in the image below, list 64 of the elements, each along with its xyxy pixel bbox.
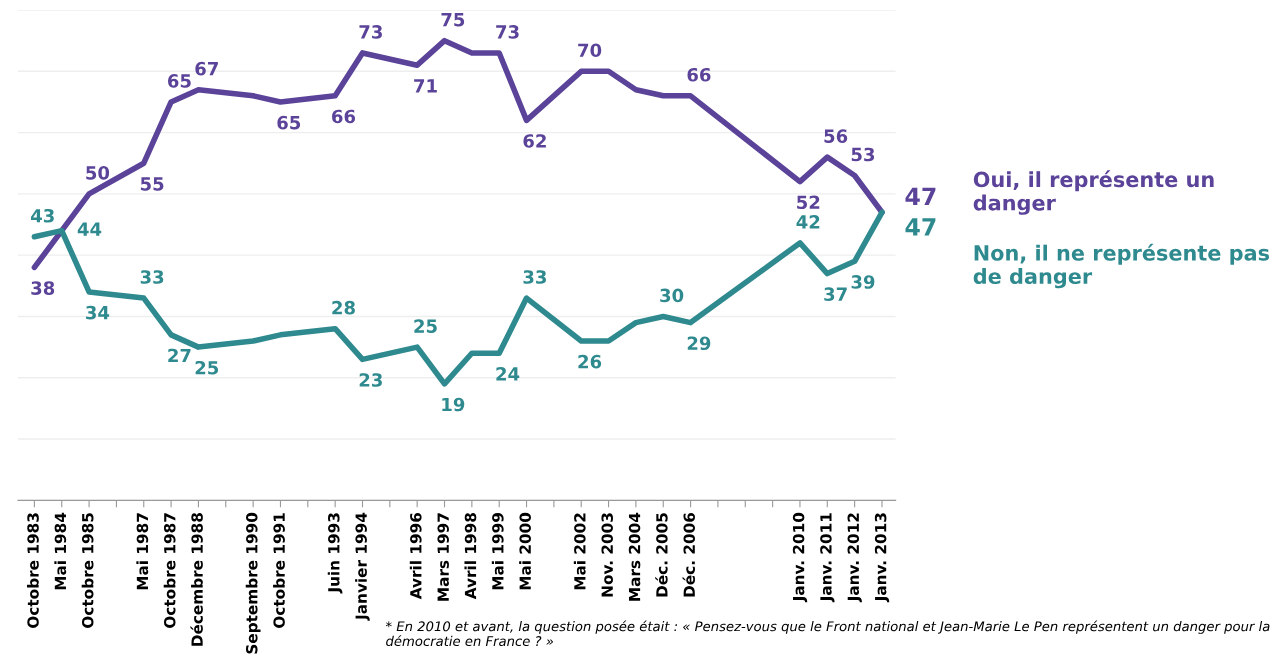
data-label: 33	[140, 270, 164, 284]
x-tick-label: Janv. 2013	[874, 513, 890, 603]
data-label: 67	[195, 61, 218, 76]
data-label: 56	[824, 129, 848, 143]
x-tick-label: Octobre 1991	[273, 513, 285, 628]
x-tick-label: Mars 2004	[628, 512, 641, 601]
data-label: 52	[797, 195, 820, 210]
data-label: 37	[824, 287, 847, 302]
data-label: 28	[332, 300, 355, 315]
data-label: 47	[905, 218, 936, 236]
data-label: 19	[442, 397, 465, 412]
data-label: 38	[31, 281, 55, 295]
text: * En 2010 et avant, la question posée était : « Pensez-vous que le Front national et Jean-Marie Le Pen représentent un danger pour la démocratie en France ? »	[385, 620, 1270, 647]
data-label: 71	[414, 79, 437, 93]
data-label: 27	[168, 348, 191, 363]
data-label: 30	[660, 288, 684, 303]
data-label: 34	[86, 305, 110, 320]
x-tick-label: Mars 1997	[437, 513, 449, 601]
x-tick-label: Janvier 1994	[355, 512, 370, 621]
x-tick-label: Mai 1999	[491, 513, 504, 590]
x-tick-label: Avril 1998	[464, 513, 477, 600]
data-label: 66	[332, 109, 356, 124]
data-label: 73	[359, 25, 382, 39]
data-label: 24	[496, 367, 520, 381]
data-label: 65	[277, 115, 301, 130]
data-label: 65	[167, 74, 191, 88]
x-tick-label: Mai 2002	[573, 513, 586, 590]
data-label: 44	[77, 222, 102, 236]
data-label: 25	[414, 319, 437, 333]
data-label: 62	[523, 134, 546, 148]
data-label: 42	[796, 215, 820, 229]
data-label: 33	[523, 270, 546, 284]
data-label: 53	[851, 147, 875, 162]
x-tick-label: Octobre 1985	[81, 513, 94, 628]
data-label: 47	[905, 187, 936, 205]
x-tick-label: Janv. 2010	[792, 512, 808, 603]
data-label: 50	[86, 166, 110, 180]
data-label: 75	[441, 13, 465, 27]
x-tick-label: Déc. 2005	[655, 513, 668, 597]
x-tick-label: Octobre 1987	[163, 513, 176, 628]
x-tick-label: Mai 1984	[54, 512, 67, 590]
data-label: 23	[359, 373, 382, 387]
x-tick-label: Décembre 1988	[190, 513, 203, 646]
text: Oui, il représente un danger	[973, 170, 1214, 215]
x-tick-label: Avril 1996	[409, 512, 422, 600]
data-label: 43	[30, 208, 54, 223]
x-tick-label: Déc. 2006	[682, 512, 696, 597]
data-label: 73	[496, 25, 519, 39]
data-label: 26	[578, 354, 602, 369]
data-label: 66	[687, 67, 711, 82]
data-label: 25	[195, 360, 219, 375]
x-tick-label: Octobre 1983	[27, 513, 39, 628]
text: Non, il ne représente pas de danger	[973, 243, 1270, 289]
x-tick-label: Janv. 2011	[820, 513, 835, 603]
data-label: 70	[578, 43, 602, 58]
x-tick-label: Nov. 2003	[601, 513, 613, 597]
x-tick-label: Mai 1987	[136, 513, 149, 590]
x-tick-label: Septembre 1990	[245, 512, 261, 654]
x-tick-label: Juin 1993	[327, 513, 343, 594]
data-label: 55	[140, 177, 164, 191]
data-label: 39	[851, 275, 875, 289]
data-label: 29	[687, 336, 711, 351]
x-tick-label: Mai 2000	[519, 512, 531, 590]
x-tick-label: Janv. 2012	[847, 513, 862, 603]
